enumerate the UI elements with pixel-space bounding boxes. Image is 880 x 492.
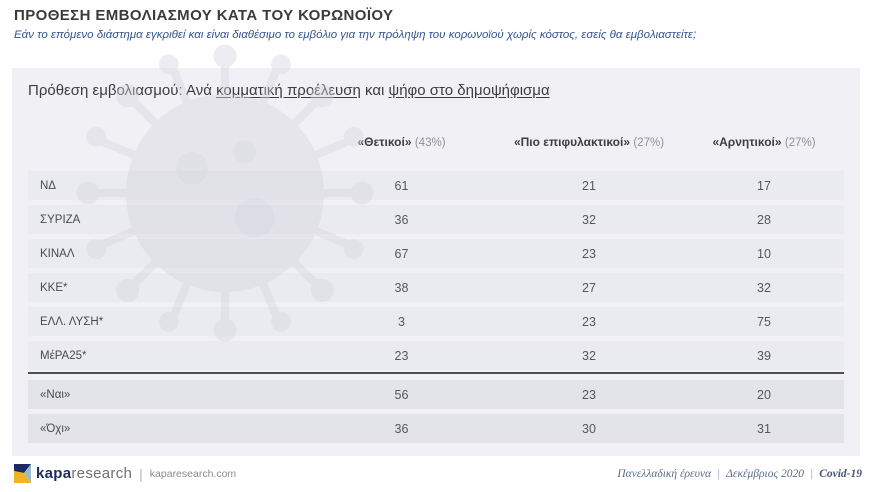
- value-cell: 3: [398, 314, 405, 329]
- table-row: ΝΔ 61 21 17: [28, 171, 844, 200]
- row-label: ΚΙΝΑΛ: [40, 247, 75, 260]
- table-row: ΚΙΝΑΛ 67 23 10: [28, 239, 844, 268]
- table-title-underlined-1: κομματική προέλευση: [216, 82, 361, 99]
- value-cell: 20: [757, 387, 771, 402]
- column-header-positive: «Θετικοί» (43%): [357, 135, 446, 149]
- column-share-negative: (27%): [784, 137, 816, 149]
- table-row: «Ναι» 56 23 20: [28, 380, 844, 409]
- table-row: ΣΥΡΙΖΑ 36 32 28: [28, 205, 844, 234]
- kapa-research-wordmark: kaparesearch: [36, 465, 133, 482]
- table-title-underlined-2: ψήφο στο δημοψήφισμα: [388, 82, 550, 99]
- column-share-positive: (43%): [414, 137, 446, 149]
- value-cell: 61: [394, 178, 409, 193]
- table-row: ΕΛΛ. ΛΥΣΗ* 3 23 75: [28, 307, 844, 336]
- value-cell: 36: [394, 212, 409, 227]
- kapa-research-logo-icon: [14, 464, 31, 483]
- table-row: «Όχι» 36 30 31: [28, 414, 844, 443]
- value-cell: 17: [757, 178, 771, 193]
- website-link[interactable]: kaparesearch.com: [149, 467, 237, 480]
- value-cell: 23: [582, 387, 596, 402]
- row-label: ΚΚΕ*: [40, 281, 68, 294]
- footer-branding: kaparesearch | kaparesearch.com: [14, 464, 236, 483]
- table-title-prefix: Πρόθεση εμβολιασμού: Ανά: [28, 82, 217, 99]
- survey-scope: Πανελλαδική έρευνα: [617, 467, 711, 480]
- value-cell: 32: [582, 348, 596, 363]
- value-cell: 23: [582, 246, 596, 261]
- value-cell: 10: [757, 246, 771, 261]
- table-row: ΚΚΕ* 38 27 32: [28, 273, 844, 302]
- table-title: Πρόθεση εμβολιασμού: Ανά κομματική προέλ…: [28, 82, 844, 99]
- value-cell: 31: [757, 421, 771, 436]
- value-cell: 75: [757, 314, 771, 329]
- column-header-negative: «Αρνητικοί» (27%): [712, 135, 816, 149]
- row-label: ΝΔ: [40, 179, 56, 192]
- row-label: ΜέΡΑ25*: [40, 349, 87, 362]
- value-cell: 39: [757, 348, 771, 363]
- value-cell: 23: [394, 348, 409, 363]
- table-section-divider: [28, 372, 844, 374]
- value-cell: 28: [757, 212, 771, 227]
- column-header-cautious: «Πιο επιφυλακτικοί» (27%): [513, 135, 665, 149]
- value-cell: 23: [582, 314, 596, 329]
- value-cell: 32: [582, 212, 596, 227]
- page-title: ΠΡΟΘΕΣΗ ΕΜΒΟΛΙΑΣΜΟΥ ΚΑΤΑ ΤΟΥ ΚΟΡΩΝΟΪΟΥ: [14, 7, 394, 24]
- value-cell: 56: [394, 387, 409, 402]
- value-cell: 30: [582, 421, 596, 436]
- results-panel: Πρόθεση εμβολιασμού: Ανά κομματική προέλ…: [12, 68, 860, 456]
- column-share-cautious: (27%): [633, 137, 665, 149]
- value-cell: 21: [582, 178, 596, 193]
- survey-date: Δεκέμβριος 2020: [726, 467, 805, 480]
- value-cell: 38: [394, 280, 409, 295]
- row-label: ΣΥΡΙΖΑ: [40, 213, 81, 226]
- covid-tag: Covid-19: [819, 467, 862, 480]
- footer-divider: |: [139, 465, 143, 482]
- slide-header: ΠΡΟΘΕΣΗ ΕΜΒΟΛΙΑΣΜΟΥ ΚΑΤΑ ΤΟΥ ΚΟΡΩΝΟΪΟΥ Ε…: [14, 7, 866, 41]
- table-row: ΜέΡΑ25* 23 32 39: [28, 341, 844, 370]
- value-cell: 36: [394, 421, 409, 436]
- table-header-row: «Θετικοί» (43%) «Πιο επιφυλακτικοί» (27%…: [28, 129, 844, 155]
- row-label: «Ναι»: [40, 388, 71, 401]
- row-label: ΕΛΛ. ΛΥΣΗ*: [40, 315, 104, 328]
- value-cell: 67: [394, 246, 409, 261]
- table-title-middle: και: [360, 82, 389, 99]
- slide-footer: kaparesearch | kaparesearch.com Πανελλαδ…: [14, 464, 862, 483]
- page-subtitle: Εάν το επόμενο διάστημα εγκριθεί και είν…: [14, 29, 697, 41]
- value-cell: 27: [582, 280, 596, 295]
- survey-meta: Πανελλαδική έρευνα | Δεκέμβριος 2020 | Covid…: [617, 467, 862, 480]
- value-cell: 32: [757, 280, 771, 295]
- row-label: «Όχι»: [40, 422, 71, 435]
